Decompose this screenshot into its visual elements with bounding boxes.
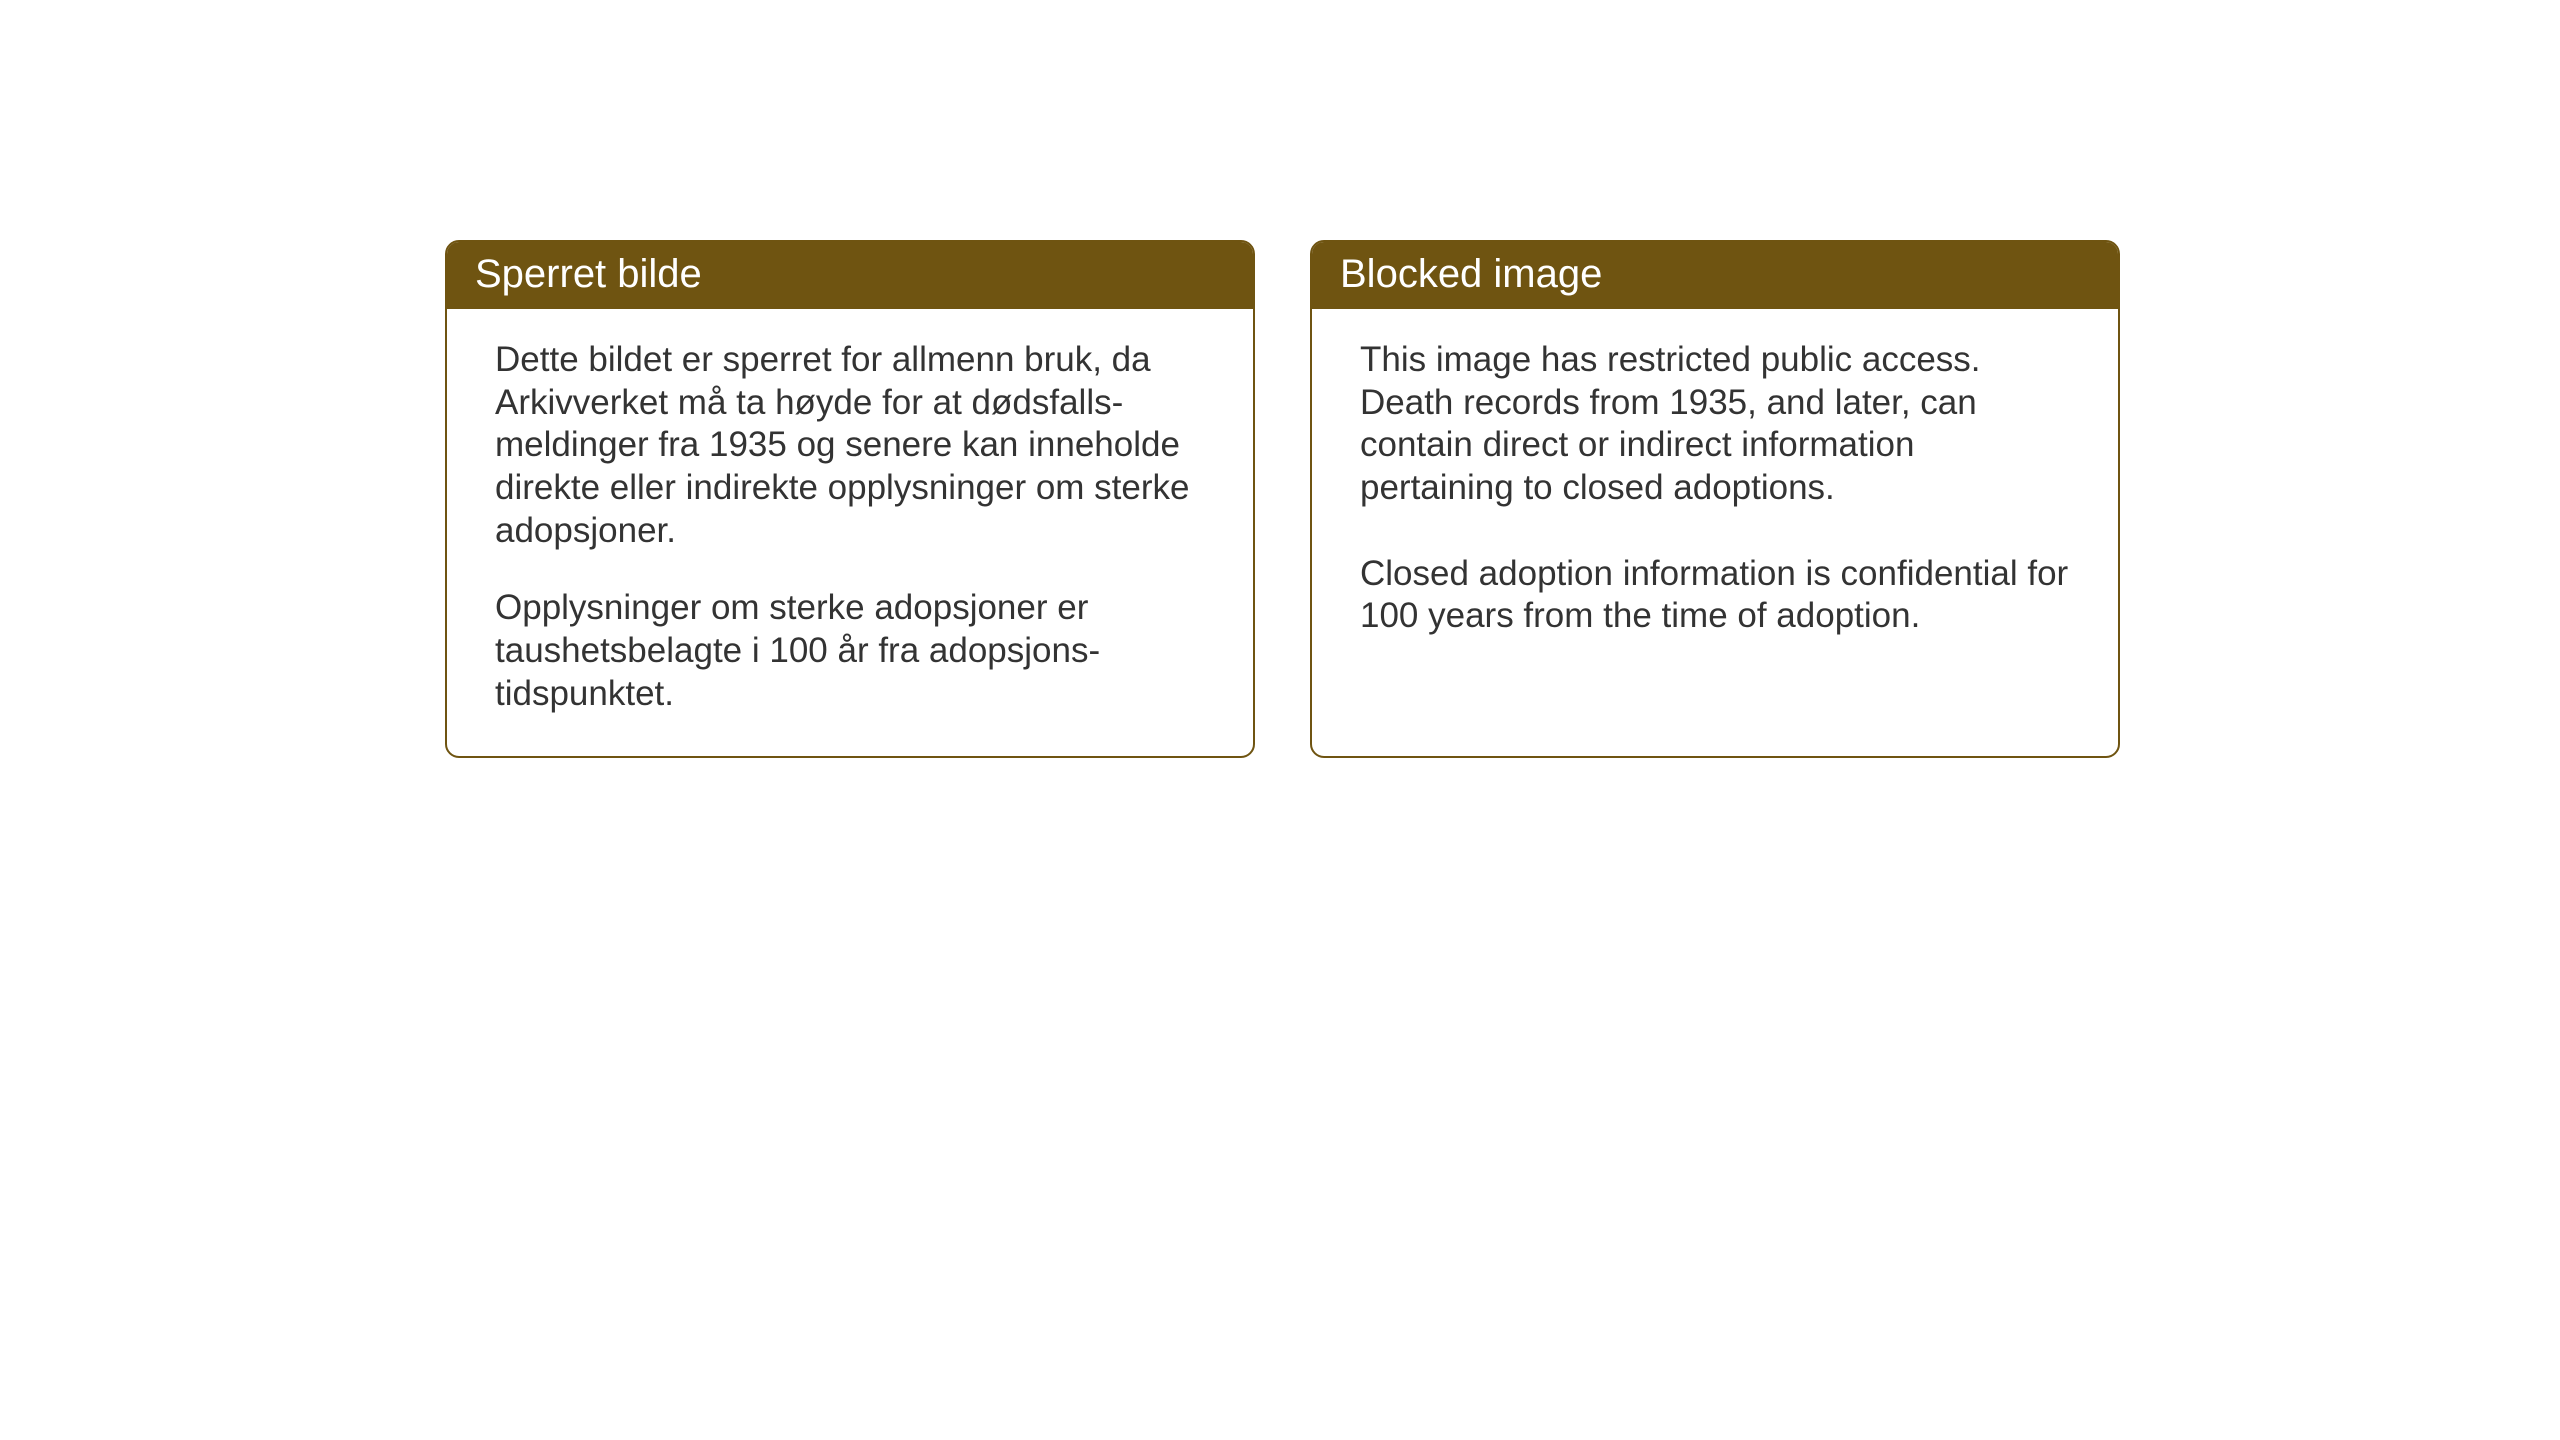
notice-card-norwegian: Sperret bilde Dette bildet er sperret fo…	[445, 240, 1255, 758]
card-body-english: This image has restricted public access.…	[1312, 309, 2118, 678]
notice-container: Sperret bilde Dette bildet er sperret fo…	[445, 240, 2120, 758]
card-header-english: Blocked image	[1312, 242, 2118, 309]
card-body-norwegian: Dette bildet er sperret for allmenn bruk…	[447, 309, 1253, 756]
card-paragraph1-english: This image has restricted public access.…	[1360, 339, 2076, 510]
card-title-english: Blocked image	[1340, 252, 1602, 296]
card-title-norwegian: Sperret bilde	[475, 252, 702, 296]
card-header-norwegian: Sperret bilde	[447, 242, 1253, 309]
notice-card-english: Blocked image This image has restricted …	[1310, 240, 2120, 758]
card-paragraph1-norwegian: Dette bildet er sperret for allmenn bruk…	[495, 339, 1211, 552]
card-paragraph2-english: Closed adoption information is confident…	[1360, 553, 2076, 638]
card-paragraph2-norwegian: Opplysninger om sterke adopsjoner er tau…	[495, 587, 1211, 715]
